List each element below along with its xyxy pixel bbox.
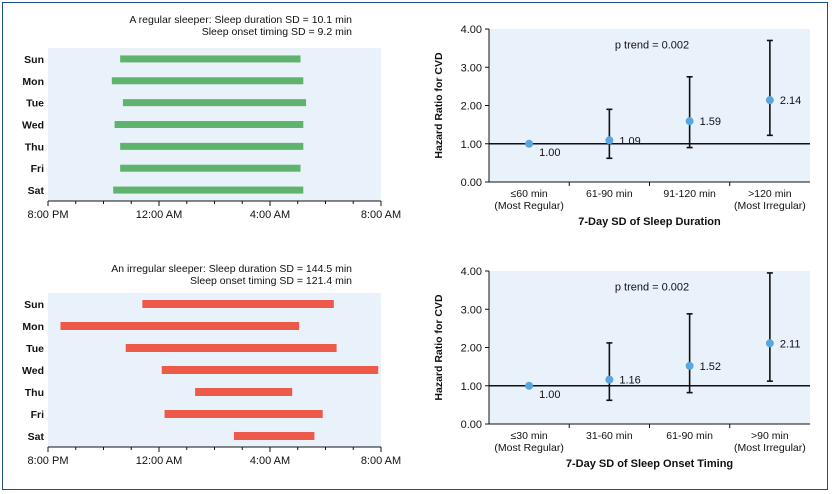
duration-x-tick-label: 61-90 min [586,188,633,200]
irregular-sleep-bar-fri [164,410,323,418]
onset-y-tick-label: 4.00 [461,266,482,278]
regular-sleep-bar-sat [113,186,304,194]
duration-value-label: 1.09 [619,135,640,147]
onset-x-tick-label: 61-90 min [666,430,713,442]
irregular-sleep-bar-mon [60,322,300,330]
regular-sleep-bar-sun [120,55,301,63]
regular-x-tick-label: 4:00 AM [250,209,290,221]
onset-plot-area [489,271,810,424]
regular-day-label: Sat [28,185,45,197]
duration-y-tick-label: 0.00 [461,177,482,189]
duration-y-tick-label: 3.00 [461,62,482,74]
onset-hazard-point [685,361,694,370]
regular-sleep-bar-wed [114,121,304,128]
onset-value-label: 2.11 [780,338,801,350]
duration-x-tick-sublabel: (Most Irregular) [734,200,806,212]
onset-x-tick-sublabel: (Most Irregular) [734,442,806,454]
regular-sleep-bar-thu [120,142,304,150]
onset-value-label: 1.16 [619,375,640,387]
regular-x-tick-label: 12:00 AM [136,209,182,221]
duration-y-tick-label: 2.00 [461,101,482,113]
onset-x-tick-sublabel: (Most Regular) [494,442,563,454]
irregular-day-label: Mon [22,321,44,333]
regular-day-label: Wed [22,120,44,132]
regular-day-label: Sun [24,54,44,66]
irregular-day-label: Fri [31,409,45,421]
irregular-title-line-2: Sleep onset timing SD = 121.4 min [190,275,352,287]
irregular-day-label: Wed [22,365,44,377]
regular-sleep-bar-tue [122,99,307,107]
duration-p-trend: p trend = 0.002 [615,39,689,51]
duration-x-axis-label: 7-Day SD of Sleep Duration [578,216,721,228]
irregular-day-label: Tue [26,343,44,355]
regular-title-line-1: A regular sleeper: Sleep duration SD = 1… [129,14,352,26]
regular-sleeper-timeline: A regular sleeper: Sleep duration SD = 1… [22,14,401,221]
irregular-sleep-bar-sat [233,432,315,440]
onset-x-axis-label: 7-Day SD of Sleep Onset Timing [566,458,733,470]
onset-p-trend: p trend = 0.002 [615,281,689,293]
regular-title-line-2: Sleep onset timing SD = 9.2 min [202,26,352,38]
duration-y-axis-label: Hazard Ratio for CVD [433,52,445,159]
duration-hazard-point [765,96,774,105]
regular-day-label: Fri [31,163,45,175]
irregular-day-label: Sun [24,299,44,311]
irregular-x-tick-label: 8:00 AM [361,455,401,467]
duration-hazard-point [685,117,694,126]
duration-y-tick-label: 1.00 [461,139,482,151]
irregular-x-tick-label: 8:00 PM [28,455,69,467]
irregular-sleep-bar-wed [161,366,379,374]
regular-day-label: Tue [26,98,44,110]
regular-day-label: Mon [22,76,44,88]
onset-y-tick-label: 0.00 [461,419,482,431]
onset-hazard-point [605,375,614,384]
duration-value-label: 1.59 [700,116,721,128]
regular-sleep-bar-fri [120,164,301,172]
onset-hazard-ratio-chart: 0.00 1.00 2.00 3.00 4.00 Hazard Ratio for CVD… [433,266,810,470]
duration-x-tick-label: ≤60 min [510,188,547,200]
irregular-sleep-bar-thu [195,388,293,396]
onset-value-label: 1.52 [700,361,721,373]
duration-x-tick-sublabel: (Most Regular) [494,200,563,212]
onset-y-tick-label: 1.00 [461,381,482,393]
duration-value-label: 1.00 [539,147,560,159]
irregular-title-line-1: An irregular sleeper: Sleep duration SD … [111,263,352,275]
onset-y-tick-label: 2.00 [461,343,482,355]
onset-value-label: 1.00 [539,389,560,401]
regular-sleep-bar-mon [111,77,304,85]
onset-x-tick-label: ≤30 min [510,430,547,442]
irregular-x-tick-label: 12:00 AM [136,455,182,467]
duration-y-tick-label: 4.00 [461,24,482,36]
regular-x-tick-label: 8:00 PM [28,209,69,221]
duration-value-label: 2.14 [780,95,801,107]
onset-hazard-point [525,381,534,390]
duration-hazard-point [525,139,534,148]
irregular-sleeper-timeline: An irregular sleeper: Sleep duration SD … [22,263,401,467]
irregular-day-label: Thu [25,387,44,399]
duration-plot-area [489,29,810,182]
duration-hazard-point [605,136,614,145]
onset-x-tick-label: 31-60 min [586,430,633,442]
regular-day-label: Thu [25,141,44,153]
irregular-sleep-bar-tue [125,344,337,352]
onset-x-tick-label: >90 min [751,430,789,442]
onset-y-axis-label: Hazard Ratio for CVD [433,294,445,401]
irregular-x-tick-label: 4:00 AM [250,455,290,467]
irregular-sleep-bar-sun [142,300,334,308]
duration-x-tick-label: >120 min [748,188,792,200]
onset-hazard-point [765,339,774,348]
irregular-day-label: Sat [28,431,45,443]
onset-y-tick-label: 3.00 [461,304,482,316]
regular-x-tick-label: 8:00 AM [361,209,401,221]
duration-hazard-ratio-chart: 0.00 1.00 2.00 3.00 4.00 Hazard Ratio for CVD… [433,24,810,228]
duration-x-tick-label: 91-120 min [663,188,716,200]
